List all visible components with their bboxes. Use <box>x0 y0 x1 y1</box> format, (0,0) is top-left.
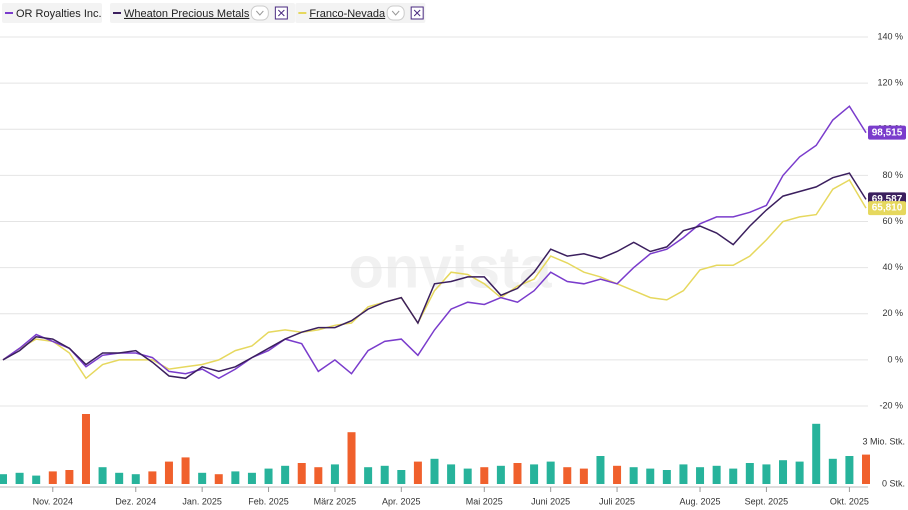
volume-bar <box>0 474 7 484</box>
volume-bar <box>98 467 107 484</box>
volume-bar <box>413 461 422 484</box>
volume-bar <box>646 468 655 484</box>
volume-bar <box>496 465 505 484</box>
volume-bar <box>314 467 323 484</box>
volume-bar <box>430 458 439 484</box>
volume-bar <box>596 456 605 484</box>
remove-icon <box>413 9 421 17</box>
volume-bar <box>297 463 306 484</box>
y-tick-label: 40 % <box>882 262 903 272</box>
dropdown-icon <box>391 10 400 16</box>
dropdown-icon <box>255 10 264 16</box>
value-label: 98,515 <box>872 127 903 138</box>
volume-bar <box>812 423 821 484</box>
volume-bar <box>380 465 389 484</box>
volume-bar <box>613 465 622 484</box>
dropdown-button[interactable] <box>386 5 405 21</box>
volume-bar <box>745 463 754 484</box>
volume-bar <box>247 472 256 484</box>
x-tick-label: März 2025 <box>314 496 357 506</box>
volume-bar <box>281 465 290 484</box>
volume-bar <box>779 460 788 484</box>
volume-bar <box>164 461 173 484</box>
y-tick-label: 80 % <box>882 170 903 180</box>
value-label-box <box>868 125 906 140</box>
volume-bar <box>696 467 705 484</box>
remove-icon <box>277 9 285 17</box>
x-tick-label: Apr. 2025 <box>382 496 421 506</box>
volume-bar <box>364 467 373 484</box>
x-tick-label: Mai 2025 <box>466 496 503 506</box>
series-line <box>2 178 867 380</box>
y-tick-label: 60 % <box>882 216 903 226</box>
volume-bar <box>828 458 837 484</box>
volume-bar <box>513 463 522 484</box>
volume-bar <box>131 474 140 484</box>
volume-bar <box>181 457 190 484</box>
legend-label: OR Royalties Inc. <box>16 8 102 20</box>
y-tick-label: -20 % <box>879 400 903 410</box>
volume-bar <box>198 472 207 484</box>
x-tick-label: Nov. 2024 <box>33 496 73 506</box>
y-tick-label: 120 % <box>877 78 903 88</box>
volume-bar <box>729 468 738 484</box>
dropdown-button[interactable] <box>250 5 269 21</box>
x-tick-label: Juni 2025 <box>531 496 570 506</box>
volume-bar <box>81 414 90 484</box>
volume-bar <box>845 456 854 484</box>
volume-bar <box>330 464 339 484</box>
y-tick-label: 0 % <box>887 354 903 364</box>
legend: OR Royalties Inc. Wheaton Precious Metals… <box>2 3 426 23</box>
volume-bar <box>15 472 24 484</box>
volume-bar <box>397 470 406 484</box>
x-tick-label: Dez. 2024 <box>115 496 156 506</box>
volume-bar <box>148 471 157 484</box>
volume-bar <box>662 470 671 484</box>
value-label-box <box>868 201 906 216</box>
legend-label: Franco-Nevada <box>309 8 386 20</box>
volume-bar <box>679 464 688 484</box>
volume-bar <box>712 465 721 484</box>
volume-bar <box>795 461 804 484</box>
series-line <box>2 105 867 380</box>
volume-bar <box>563 467 572 484</box>
volume-bar <box>347 432 356 484</box>
volume-bar <box>48 471 57 484</box>
volume-bar <box>579 468 588 484</box>
x-tick-label: Jan. 2025 <box>182 496 222 506</box>
volume-tick-label: 0 Stk. <box>882 478 905 488</box>
volume-bar <box>762 464 771 484</box>
volume-bar <box>629 467 638 484</box>
volume-bar <box>862 454 870 484</box>
volume-bar <box>115 472 124 484</box>
volume-bar <box>32 475 41 484</box>
series-line <box>2 172 867 380</box>
y-tick-label: 140 % <box>877 31 903 41</box>
volume-bar <box>463 468 472 484</box>
x-tick-label: Juli 2025 <box>599 496 635 506</box>
x-tick-label: Feb. 2025 <box>248 496 289 506</box>
y-tick-label: 20 % <box>882 308 903 318</box>
volume-bar <box>530 464 539 484</box>
x-tick-label: Aug. 2025 <box>680 496 721 506</box>
volume-bar <box>231 471 240 484</box>
volume-tick-label: 3 Mio. Stk. <box>862 436 905 446</box>
volume-bar <box>214 474 223 484</box>
value-label: 69,587 <box>872 194 903 205</box>
volume-bar <box>264 468 273 484</box>
volume-bar <box>546 461 555 484</box>
volume-bar <box>65 470 74 484</box>
volume-bar <box>480 467 489 484</box>
legend-label: Wheaton Precious Metals <box>124 8 250 20</box>
legend-item-bg <box>2 3 102 23</box>
x-tick-label: Sept. 2025 <box>745 496 789 506</box>
legend-item-bg <box>110 3 295 23</box>
x-tick-label: Okt. 2025 <box>830 496 869 506</box>
value-label: 65,810 <box>872 203 903 214</box>
volume-bar <box>447 464 456 484</box>
